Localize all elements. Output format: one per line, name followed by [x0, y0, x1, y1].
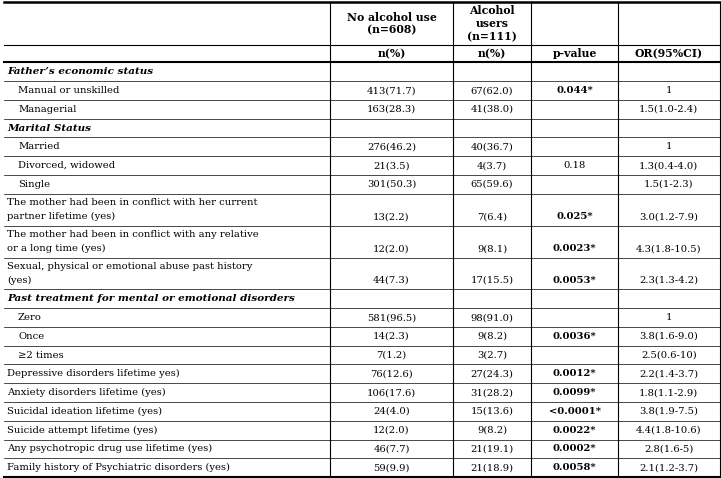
Text: 1.5(1-2.3): 1.5(1-2.3): [644, 180, 694, 189]
Text: 15(13.6): 15(13.6): [471, 407, 513, 416]
Text: 40(36.7): 40(36.7): [471, 142, 513, 152]
Text: 59(9.9): 59(9.9): [373, 463, 410, 472]
Text: 0.0099*: 0.0099*: [553, 388, 596, 397]
Text: 12(2.0): 12(2.0): [373, 425, 410, 435]
Text: 0.0036*: 0.0036*: [553, 332, 596, 341]
Text: 27(24.3): 27(24.3): [471, 369, 513, 379]
Text: 24(4.0): 24(4.0): [373, 407, 410, 416]
Text: OR(95%CI): OR(95%CI): [634, 48, 703, 59]
Text: 1.8(1.1-2.9): 1.8(1.1-2.9): [639, 388, 699, 397]
Text: or a long time (yes): or a long time (yes): [7, 244, 106, 253]
Text: 9(8.2): 9(8.2): [477, 332, 507, 341]
Text: 4.4(1.8-10.6): 4.4(1.8-10.6): [636, 425, 702, 435]
Text: 21(18.9): 21(18.9): [471, 463, 513, 472]
Text: Father’s economic status: Father’s economic status: [7, 67, 154, 76]
Text: 0.025*: 0.025*: [557, 212, 593, 221]
Text: 3.8(1.9-7.5): 3.8(1.9-7.5): [640, 407, 698, 416]
Text: The mother had been in conflict with her current: The mother had been in conflict with her…: [7, 198, 257, 207]
Text: 17(15.5): 17(15.5): [471, 276, 513, 285]
Text: Anxiety disorders lifetime (yes): Anxiety disorders lifetime (yes): [7, 388, 166, 397]
Text: 2.2(1.4-3.7): 2.2(1.4-3.7): [639, 369, 699, 379]
Text: 76(12.6): 76(12.6): [370, 369, 413, 379]
Text: 12(2.0): 12(2.0): [373, 244, 410, 253]
Text: Managerial: Managerial: [18, 105, 76, 114]
Text: Alcohol
users
(n=111): Alcohol users (n=111): [467, 5, 517, 42]
Text: 2.3(1.3-4.2): 2.3(1.3-4.2): [639, 276, 699, 285]
Text: partner lifetime (yes): partner lifetime (yes): [7, 212, 115, 221]
Text: (yes): (yes): [7, 276, 32, 285]
Text: 44(7.3): 44(7.3): [373, 276, 410, 285]
Text: 0.0002*: 0.0002*: [553, 445, 596, 454]
Text: 9(8.2): 9(8.2): [477, 425, 507, 435]
Text: 581(96.5): 581(96.5): [367, 313, 416, 322]
Text: Suicidal ideation lifetime (yes): Suicidal ideation lifetime (yes): [7, 407, 162, 416]
Text: 4.3(1.8-10.5): 4.3(1.8-10.5): [636, 244, 702, 253]
Text: 4(3.7): 4(3.7): [477, 161, 507, 170]
Text: Sexual, physical or emotional abuse past history: Sexual, physical or emotional abuse past…: [7, 262, 252, 271]
Text: 3(2.7): 3(2.7): [477, 350, 507, 359]
Text: 3.8(1.6-9.0): 3.8(1.6-9.0): [640, 332, 698, 341]
Text: 0.0022*: 0.0022*: [553, 425, 596, 435]
Text: 301(50.3): 301(50.3): [367, 180, 416, 189]
Text: Family history of Psychiatric disorders (yes): Family history of Psychiatric disorders …: [7, 463, 230, 472]
Text: 65(59.6): 65(59.6): [471, 180, 513, 189]
Text: Marital Status: Marital Status: [7, 124, 92, 132]
Text: 106(17.6): 106(17.6): [367, 388, 416, 397]
Text: 1: 1: [665, 313, 672, 322]
Text: 0.0058*: 0.0058*: [553, 463, 596, 472]
Text: Zero: Zero: [18, 313, 42, 322]
Text: Once: Once: [18, 332, 44, 341]
Text: ≥2 times: ≥2 times: [18, 350, 63, 359]
Text: 98(91.0): 98(91.0): [471, 313, 513, 322]
Text: The mother had been in conflict with any relative: The mother had been in conflict with any…: [7, 230, 259, 239]
Text: 7(6.4): 7(6.4): [477, 212, 507, 221]
Text: 0.0053*: 0.0053*: [553, 276, 596, 285]
Text: 67(62.0): 67(62.0): [471, 86, 513, 95]
Text: 2.8(1.6-5): 2.8(1.6-5): [644, 445, 694, 454]
Text: 21(19.1): 21(19.1): [471, 445, 513, 454]
Text: 1: 1: [665, 142, 672, 152]
Text: 14(2.3): 14(2.3): [373, 332, 410, 341]
Text: 1.3(0.4-4.0): 1.3(0.4-4.0): [639, 161, 699, 170]
Text: Manual or unskilled: Manual or unskilled: [18, 86, 120, 95]
Text: Single: Single: [18, 180, 50, 189]
Text: Divorced, widowed: Divorced, widowed: [18, 161, 115, 170]
Text: 0.0012*: 0.0012*: [553, 369, 596, 379]
Text: 1.5(1.0-2.4): 1.5(1.0-2.4): [639, 105, 699, 114]
Text: No alcohol use
(n=608): No alcohol use (n=608): [347, 11, 436, 35]
Text: 0.044*: 0.044*: [557, 86, 593, 95]
Text: Suicide attempt lifetime (yes): Suicide attempt lifetime (yes): [7, 425, 158, 435]
Text: 21(3.5): 21(3.5): [373, 161, 410, 170]
Text: Past treatment for mental or emotional disorders: Past treatment for mental or emotional d…: [7, 294, 295, 304]
Text: Married: Married: [18, 142, 60, 152]
Text: p-value: p-value: [552, 48, 597, 59]
Text: 2.5(0.6-10): 2.5(0.6-10): [641, 350, 696, 359]
Text: Depressive disorders lifetime yes): Depressive disorders lifetime yes): [7, 369, 180, 379]
Text: 163(28.3): 163(28.3): [367, 105, 416, 114]
Text: 0.0023*: 0.0023*: [553, 244, 596, 253]
Text: 41(38.0): 41(38.0): [471, 105, 513, 114]
Text: 46(7.7): 46(7.7): [373, 445, 410, 454]
Text: 1: 1: [665, 86, 672, 95]
Text: Any psychotropic drug use lifetime (yes): Any psychotropic drug use lifetime (yes): [7, 445, 213, 454]
Text: 3.0(1.2-7.9): 3.0(1.2-7.9): [640, 212, 698, 221]
Text: 0.18: 0.18: [563, 161, 586, 170]
Text: 13(2.2): 13(2.2): [373, 212, 410, 221]
Text: 9(8.1): 9(8.1): [477, 244, 507, 253]
Text: n(%): n(%): [377, 48, 406, 59]
Text: 7(1.2): 7(1.2): [376, 350, 407, 359]
Text: 2.1(1.2-3.7): 2.1(1.2-3.7): [639, 463, 699, 472]
Text: 31(28.2): 31(28.2): [471, 388, 513, 397]
Text: <0.0001*: <0.0001*: [549, 407, 601, 416]
Text: 413(71.7): 413(71.7): [367, 86, 416, 95]
Text: 276(46.2): 276(46.2): [367, 142, 416, 152]
Text: n(%): n(%): [478, 48, 506, 59]
